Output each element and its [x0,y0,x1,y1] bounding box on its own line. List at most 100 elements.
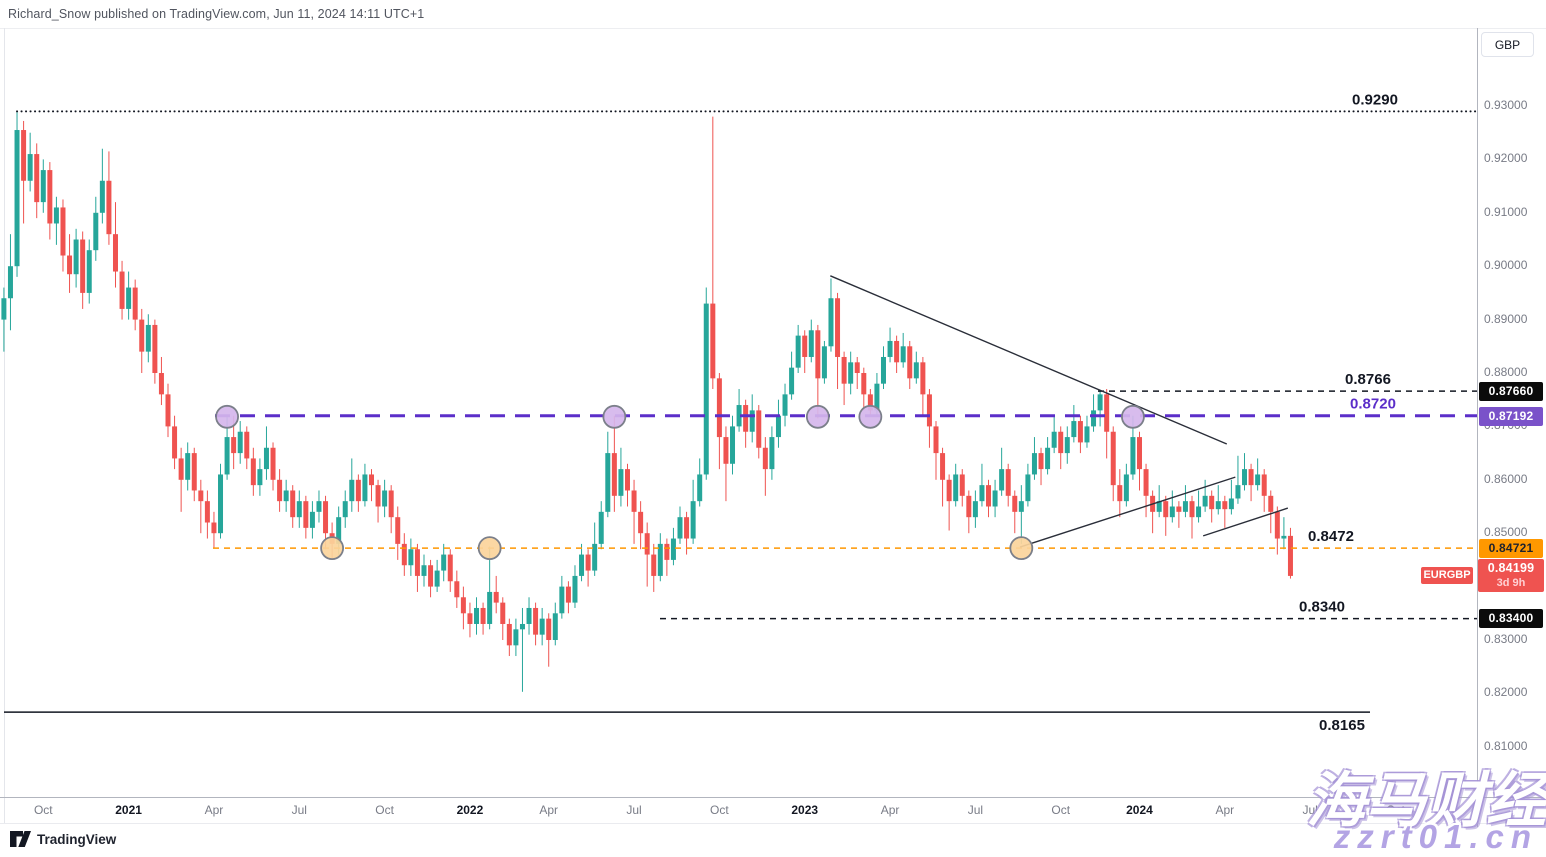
candle [500,602,506,624]
candle [736,405,742,427]
candle [480,607,486,624]
candle [323,501,329,534]
orange-circle-marker[interactable] [477,536,502,561]
candle [40,170,46,203]
candle [14,130,20,267]
candle [880,356,886,384]
price-axis-separator[interactable] [1477,28,1478,827]
level-label: 0.8472 [1308,528,1354,545]
candle [1281,535,1287,539]
trendline-ascending-support[interactable] [1019,476,1236,548]
level-price-badge[interactable]: 0.87192 [1479,406,1543,426]
candle [1012,495,1018,512]
candle [900,346,906,363]
candle [644,533,650,555]
candle [907,346,913,379]
level-price-badge[interactable]: 0.83400 [1479,609,1543,629]
candle [231,437,237,454]
candle [670,538,676,560]
tradingview-logo-icon [10,831,31,847]
candle [598,511,604,544]
candle [1064,437,1070,454]
candle [513,629,519,646]
time-tick-label: Jul [967,803,984,817]
candle [946,479,952,502]
candle [1005,469,1011,496]
candle [467,613,473,624]
candle [1209,495,1215,510]
candle [986,485,992,507]
candle [218,474,224,534]
candle [270,447,276,480]
candle [53,207,59,224]
candle [145,324,151,352]
purple-circle-marker[interactable] [215,404,239,429]
tradingview-logo[interactable]: TradingView [10,831,116,847]
purple-circle-marker[interactable] [805,404,830,429]
candle [519,623,525,630]
time-tick-label: Oct [710,803,729,817]
level-label: 0.8720 [1350,396,1396,413]
candle [933,426,939,454]
candle [434,570,440,587]
candle [165,394,171,427]
tradingview-logo-text: TradingView [37,831,117,847]
candle [152,324,158,373]
time-tick-label: 2023 [791,803,819,817]
candle [303,501,309,528]
candle [34,154,40,203]
price-tick-label: 0.85000 [1484,525,1528,540]
candle [493,591,499,603]
purple-circle-marker[interactable] [602,404,627,429]
purple-circle-marker[interactable] [1121,404,1145,429]
candle [401,543,407,566]
candle [579,554,585,576]
time-tick-label: Jul [1302,803,1318,817]
candle [368,474,374,486]
last-price-badge[interactable]: 0.84199 3d 9h [1478,558,1544,593]
orange-circle-marker[interactable] [1009,536,1034,561]
candle [789,367,795,395]
candle [1130,437,1136,475]
level-price-badge[interactable]: 0.84721 [1479,538,1543,558]
candle [828,298,834,347]
candle [657,543,663,576]
time-tick-label: Jul [291,803,307,817]
candle [1110,431,1116,486]
level-price-badge[interactable]: 0.87660 [1479,381,1543,401]
time-tick-label: Oct [33,803,53,817]
candle [1156,501,1162,512]
symbol-price-label[interactable]: EURGBP [1421,567,1473,585]
level-label: 0.8165 [1319,717,1365,734]
candle [894,340,900,363]
candle [716,378,722,438]
candle [382,490,388,507]
currency-toggle-gbp[interactable]: GBP [1481,32,1534,57]
candle [1051,431,1057,448]
candle [565,586,571,603]
candle [454,581,460,598]
candle [1045,447,1051,470]
candle [211,522,217,534]
candle [1287,535,1293,576]
candle [539,618,545,635]
time-tick-label: Apr [539,803,559,817]
trendline-minor-ascending-support[interactable] [1202,507,1289,537]
time-axis-separator[interactable] [0,797,1546,798]
candle [86,250,92,293]
candle [920,362,926,395]
candle [697,474,703,502]
candle [27,154,33,181]
candle [283,490,289,502]
candle [926,394,932,427]
trendline-descending-resistance[interactable] [830,275,1228,445]
orange-circle-marker[interactable] [320,536,345,561]
purple-circle-marker[interactable] [858,404,883,429]
attribution-text: Richard_Snow published on TradingView.co… [8,7,425,21]
candle [441,554,447,571]
candle [1235,485,1241,499]
candle [854,362,860,373]
candle [1097,394,1103,411]
candle [224,437,230,475]
